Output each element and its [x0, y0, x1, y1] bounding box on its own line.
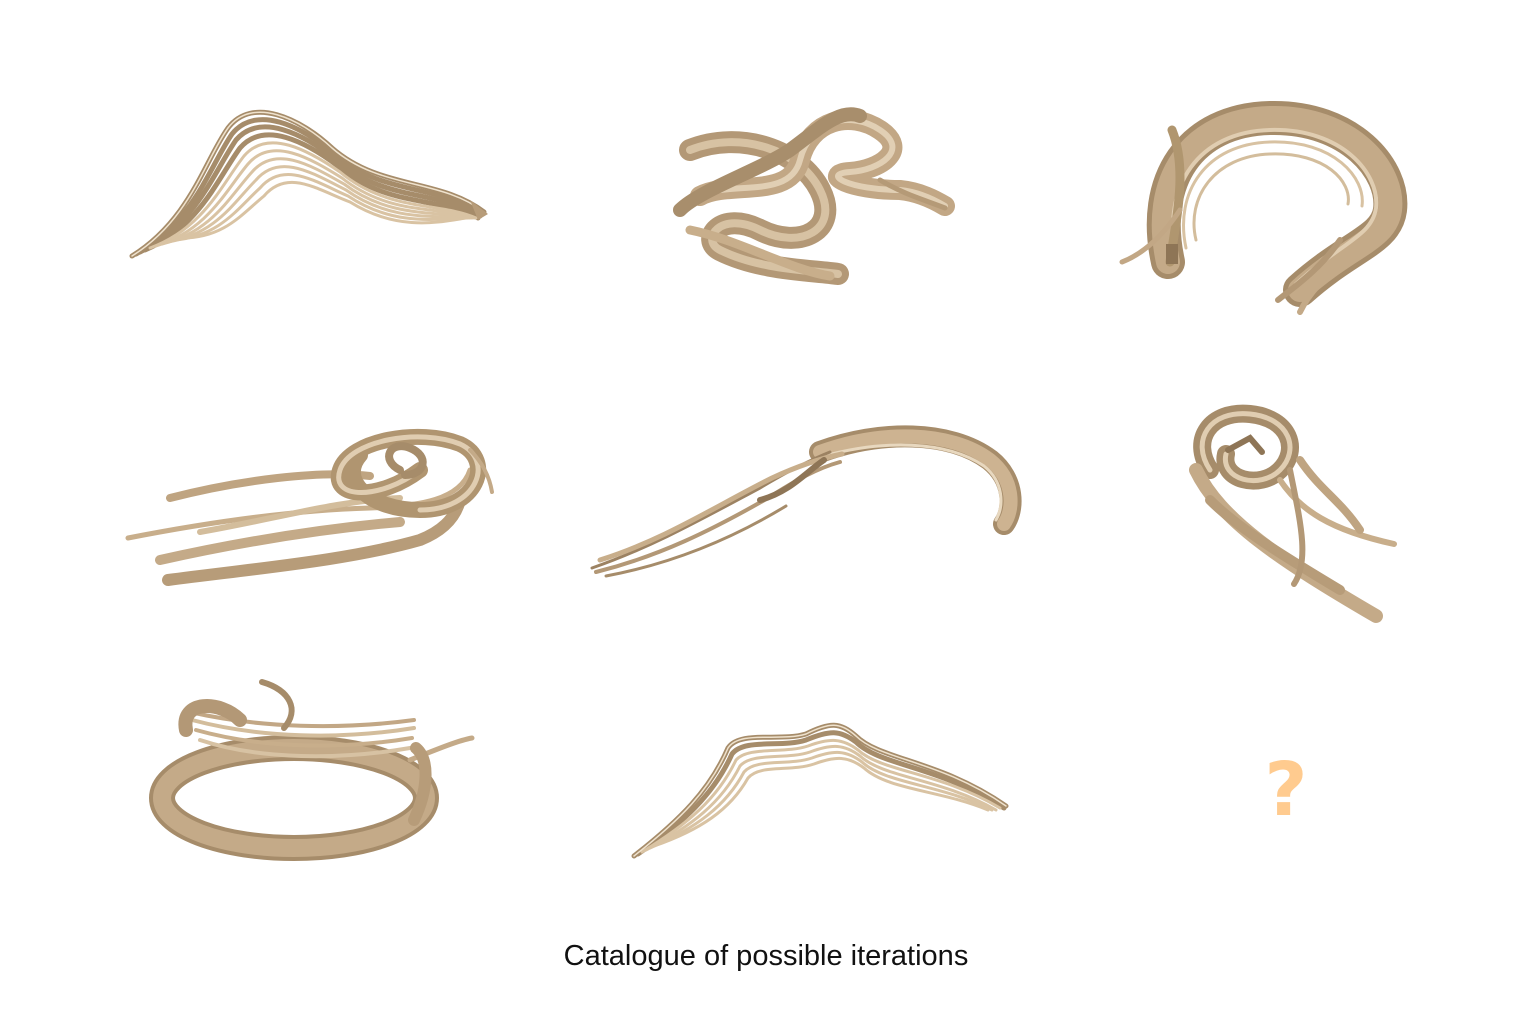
iteration-8-double-arch-ribbons: [631, 722, 1009, 859]
iteration-7-elliptical-ring: [149, 679, 475, 861]
iteration-5-curved-bundle: [590, 425, 1022, 578]
iteration-4-spiral-strands: [125, 428, 494, 586]
iteration-6-coil-tangle: [1189, 404, 1397, 623]
iteration-1-arch-ribbons: [129, 109, 488, 259]
iteration-2-twisted-knot: [673, 107, 955, 285]
catalogue-caption: Catalogue of possible iterations: [563, 940, 969, 972]
iteration-3-horseshoe-loop: [1119, 100, 1408, 315]
question-mark-icon: ?: [1264, 747, 1308, 833]
